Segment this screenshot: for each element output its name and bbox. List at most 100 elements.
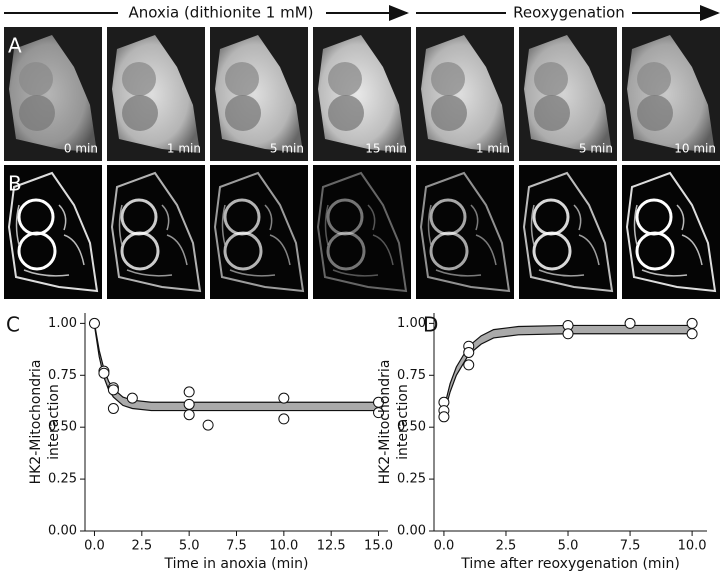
data-point	[183, 398, 195, 410]
x-tick-label: 2.5	[131, 539, 152, 554]
data-point	[463, 346, 475, 358]
micrograph: 10 min	[622, 27, 720, 161]
nucleus	[122, 95, 158, 131]
nucleus	[328, 62, 362, 96]
time-label: 15 min	[365, 142, 407, 156]
x-tick-label: 15.0	[364, 539, 393, 554]
y-tick-label: 0.50	[397, 420, 426, 435]
time-label: 0 min	[64, 142, 98, 156]
micrograph: 0 min	[4, 27, 102, 161]
x-tick-label: 10.0	[269, 539, 298, 554]
x-tick-label: 7.5	[226, 539, 247, 554]
cell-outline	[213, 171, 305, 293]
data-point	[88, 317, 100, 329]
nucleus	[122, 62, 156, 96]
y-axis-label: HK2-Mitochondria	[28, 360, 44, 485]
micrograph: 1 min	[107, 27, 205, 161]
nucleus-outline	[532, 231, 572, 271]
time-label: 10 min	[674, 142, 716, 156]
data-point	[463, 359, 475, 371]
panel-label: C	[6, 313, 20, 337]
y-tick-label: 0.00	[397, 524, 426, 539]
data-point	[562, 328, 574, 340]
mito	[118, 204, 188, 277]
x-tick-label: 2.5	[496, 539, 517, 554]
x-tick-label: 0.0	[434, 539, 455, 554]
panel-label: B	[8, 172, 22, 196]
y-tick-label: 0.00	[48, 524, 77, 539]
nucleus	[431, 95, 467, 131]
mito	[633, 204, 703, 277]
nucleus-outline	[326, 198, 364, 236]
micrograph	[4, 165, 102, 299]
cell-outline	[625, 171, 717, 293]
micrograph: 5 min	[210, 27, 308, 161]
y-tick-label: 0.25	[48, 472, 77, 487]
nucleus	[431, 62, 465, 96]
y-axis-label: HK2-Mitochondria	[377, 360, 393, 485]
data-point	[98, 367, 110, 379]
nucleus	[534, 95, 570, 131]
micrograph	[107, 165, 205, 299]
micrograph	[622, 165, 720, 299]
data-point	[438, 411, 450, 423]
mito	[530, 204, 600, 277]
panel-label: A	[8, 34, 22, 58]
data-point	[183, 409, 195, 421]
data-point	[107, 384, 119, 396]
cell-outline	[7, 171, 99, 293]
y-tick-label: 1.00	[397, 316, 426, 331]
y-tick-label: 0.25	[397, 472, 426, 487]
fit-lower	[443, 333, 693, 415]
nucleus	[225, 62, 259, 96]
cell-outline	[419, 171, 511, 293]
data-point	[107, 403, 119, 415]
y-tick-label: 0.75	[397, 368, 426, 383]
mito	[15, 204, 85, 277]
nucleus	[637, 95, 673, 131]
fit-band	[94, 323, 379, 411]
nucleus	[225, 95, 261, 131]
x-tick-label: 12.5	[317, 539, 346, 554]
header: Anoxia (dithionite 1 mM) Reoxygenation	[4, 4, 720, 22]
mito	[427, 204, 497, 277]
time-label: 1 min	[476, 142, 510, 156]
x-axis-label: Time after reoxygenation (min)	[460, 556, 680, 572]
data-point	[686, 328, 698, 340]
micrograph	[519, 165, 617, 299]
header-left: Anoxia (dithionite 1 mM)	[128, 4, 313, 22]
nucleus-outline	[635, 231, 675, 271]
micrograph: 5 min	[519, 27, 617, 161]
data-point	[183, 386, 195, 398]
y-tick-label: 0.75	[48, 368, 77, 383]
data-point	[373, 407, 385, 419]
image-bg	[313, 165, 411, 299]
cell-outline	[316, 171, 408, 293]
data-point	[126, 392, 138, 404]
header-right: Reoxygenation	[513, 4, 625, 22]
nucleus-outline	[429, 231, 469, 271]
cell-outline	[110, 171, 202, 293]
nucleus-outline	[120, 231, 160, 271]
time-label: 5 min	[270, 142, 304, 156]
nucleus	[328, 95, 364, 131]
nucleus	[637, 62, 671, 96]
x-tick-label: 5.0	[558, 539, 579, 554]
data-point	[278, 392, 290, 404]
data-point	[278, 413, 290, 425]
y-axis-label: interaction	[395, 384, 411, 460]
micrograph: 1 min	[416, 27, 514, 161]
x-tick-label: 0.0	[84, 539, 105, 554]
micrograph	[313, 165, 411, 299]
y-tick-label: 1.00	[48, 316, 77, 331]
y-axis-label: interaction	[46, 384, 62, 460]
fit-upper	[93, 323, 379, 403]
nucleus	[19, 95, 55, 131]
data-point	[202, 419, 214, 431]
time-label: 5 min	[579, 142, 613, 156]
panel-label: D	[423, 313, 438, 337]
time-label: 1 min	[167, 142, 201, 156]
nucleus	[534, 62, 568, 96]
nucleus-outline	[326, 231, 366, 271]
micrograph	[416, 165, 514, 299]
